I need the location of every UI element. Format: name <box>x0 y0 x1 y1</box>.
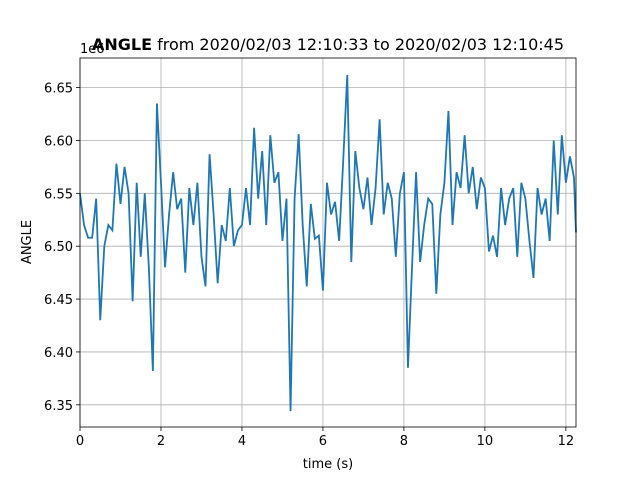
x-tick-label: 4 <box>238 434 246 449</box>
y-tick-label: 6.50 <box>44 240 73 255</box>
y-tick-label: 6.35 <box>44 399 73 414</box>
x-tick-label: 10 <box>477 434 494 449</box>
y-tick-label: 6.55 <box>44 187 73 202</box>
y-offset-label: 1e6 <box>80 42 105 57</box>
title-bold: ANGLE <box>92 35 152 54</box>
x-tick-label: 6 <box>319 434 327 449</box>
y-tick-label: 6.40 <box>44 346 73 361</box>
chart-title: ANGLE from 2020/02/03 12:10:33 to 2020/0… <box>92 35 564 54</box>
x-tick-label: 2 <box>157 434 165 449</box>
y-axis-label: ANGLE <box>20 220 35 264</box>
y-tick-label: 6.65 <box>44 82 73 97</box>
y-tick-label: 6.45 <box>44 293 73 308</box>
title-rest: from 2020/02/03 12:10:33 to 2020/02/03 1… <box>157 35 564 54</box>
x-tick-label: 0 <box>76 434 84 449</box>
x-axis-label: time (s) <box>303 457 353 472</box>
y-tick-label: 6.60 <box>44 134 73 149</box>
data-line <box>79 74 577 412</box>
plot-frame <box>79 57 577 428</box>
x-tick-label: 12 <box>558 434 575 449</box>
x-tick-label: 8 <box>400 434 408 449</box>
